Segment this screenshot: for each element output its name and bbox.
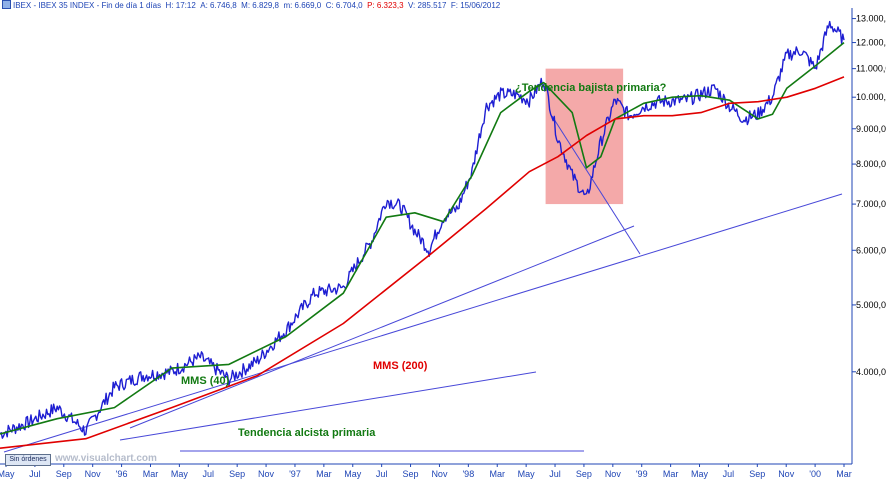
x-tick-label: Mar bbox=[143, 469, 159, 479]
annotation-mms40: MMS (40) bbox=[181, 375, 230, 387]
trendline-3 bbox=[119, 371, 537, 441]
header-open: A: 6.746,8 bbox=[200, 1, 237, 10]
y-tick-label: 7.000,0 bbox=[856, 199, 886, 209]
header-min: m: 6.669,0 bbox=[283, 1, 322, 10]
x-tick-label: Jul bbox=[723, 469, 735, 479]
x-tick-label: '96 bbox=[116, 469, 128, 479]
x-tick-label: Mar bbox=[489, 469, 505, 479]
y-tick-label: 8.000,0 bbox=[856, 159, 886, 169]
chart-window-icon bbox=[2, 0, 11, 9]
trendline-5 bbox=[551, 115, 641, 255]
x-tick-label: Mar bbox=[663, 469, 679, 479]
x-tick-label: May bbox=[344, 469, 362, 479]
y-tick-label: 11.000,0 bbox=[856, 64, 886, 74]
y-tick-label: 13.000,0 bbox=[856, 14, 886, 24]
price-series-line bbox=[0, 20, 845, 439]
header-symbol: IBEX bbox=[13, 1, 32, 10]
annotation-tendencia-alcista: Tendencia alcista primaria bbox=[238, 427, 376, 439]
header-price: P: 6.323,3 bbox=[367, 1, 404, 10]
x-tick-label: May bbox=[0, 469, 15, 479]
x-tick-label: '98 bbox=[462, 469, 474, 479]
header-date: F: 15/06/2012 bbox=[450, 1, 501, 10]
annotation-tendencia-bajista: ¿Tendencia bajista primaria? bbox=[515, 82, 667, 94]
x-tick-label: Jul bbox=[376, 469, 388, 479]
x-tick-label: May bbox=[691, 469, 709, 479]
x-tick-label: Mar bbox=[836, 469, 852, 479]
y-tick-label: 4.000,0 bbox=[856, 367, 886, 377]
x-tick-label: '97 bbox=[289, 469, 301, 479]
header-high: H: 17:12 bbox=[165, 1, 196, 10]
header-name: IBEX 35 INDEX bbox=[38, 1, 95, 10]
x-tick-label: Nov bbox=[85, 469, 102, 479]
x-tick-label: Sep bbox=[749, 469, 765, 479]
header-close: C: 6.704,0 bbox=[325, 1, 363, 10]
trendlines-layer bbox=[3, 68, 843, 453]
y-tick-label: 12.000,0 bbox=[856, 38, 886, 48]
x-tick-label: May bbox=[171, 469, 189, 479]
x-tick-label: Nov bbox=[258, 469, 275, 479]
y-tick-label: 6.000,0 bbox=[856, 245, 886, 255]
x-tick-label: Nov bbox=[605, 469, 622, 479]
series-layer bbox=[0, 20, 845, 449]
header-volume: V: 285.517 bbox=[408, 1, 447, 10]
header-max: M: 6.829,8 bbox=[241, 1, 279, 10]
x-tick-label: Sep bbox=[229, 469, 245, 479]
x-tick-label: Nov bbox=[778, 469, 795, 479]
x-tick-label: May bbox=[518, 469, 536, 479]
annotation-mms200: MMS (200) bbox=[373, 360, 428, 372]
x-tick-label: Jul bbox=[203, 469, 215, 479]
x-tick-label: Sep bbox=[403, 469, 419, 479]
x-tick-label: Jul bbox=[549, 469, 561, 479]
x-tick-label: '00 bbox=[809, 469, 821, 479]
x-tick-label: '99 bbox=[636, 469, 648, 479]
chart-header: IBEX - IBEX 35 INDEX - Fin de día 1 días… bbox=[0, 0, 886, 11]
y-tick-label: 5.000,0 bbox=[856, 300, 886, 310]
x-tick-label: Sep bbox=[56, 469, 72, 479]
mms200-series-line bbox=[0, 76, 845, 449]
x-tick-label: Nov bbox=[431, 469, 448, 479]
x-tick-label: Sep bbox=[576, 469, 592, 479]
axes-layer: 4.000,0 5.000,0 6.000,0 7.000,0 8.000,0 9.000… bbox=[0, 8, 886, 479]
trendline-1 bbox=[3, 193, 843, 453]
y-tick-label: 9.000,0 bbox=[856, 124, 886, 134]
y-tick-label: 10.000,0 bbox=[856, 92, 886, 102]
sin-ordenes-button[interactable]: Sin órdenes bbox=[5, 454, 51, 466]
header-period: Fin de día 1 días bbox=[101, 1, 162, 10]
x-tick-label: Mar bbox=[316, 469, 332, 479]
watermark: www.visualchart.com bbox=[55, 453, 157, 464]
mms40-series-line bbox=[0, 41, 845, 435]
x-tick-label: Jul bbox=[29, 469, 41, 479]
trendline-2 bbox=[129, 225, 635, 429]
